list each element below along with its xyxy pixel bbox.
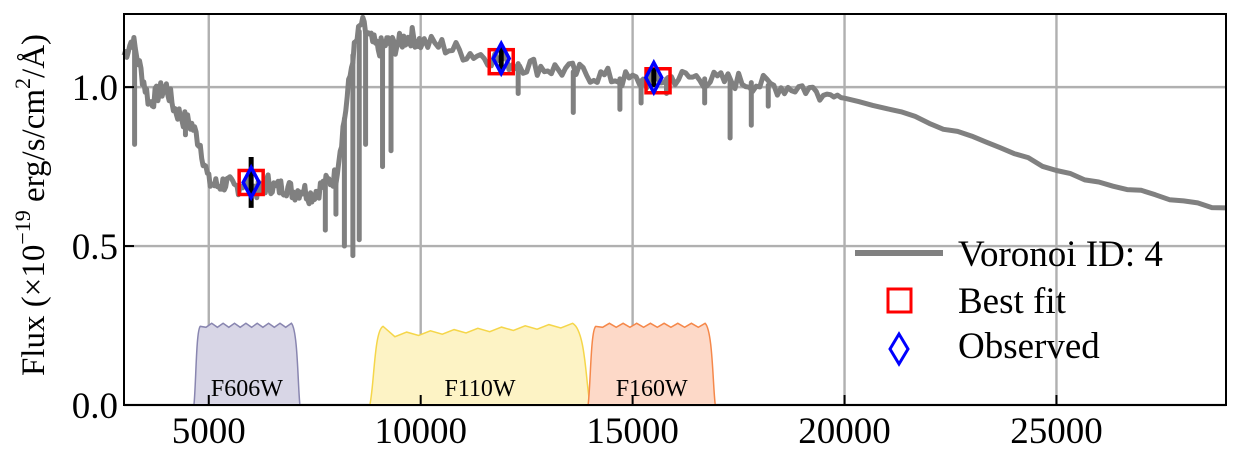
x-tick-label: 10000 bbox=[374, 411, 467, 450]
observed-marker bbox=[643, 58, 664, 97]
legend-diamond-swatch bbox=[888, 331, 910, 367]
y-tick-label: 0.0 bbox=[72, 386, 118, 427]
observed-marker bbox=[491, 39, 512, 78]
filter-curves: F606W F110W F160W bbox=[193, 322, 717, 406]
filter-curve-f110w bbox=[368, 322, 592, 406]
y-tick-label: 1.0 bbox=[72, 68, 118, 109]
legend-label-best-fit: Best fit bbox=[958, 281, 1067, 322]
x-tick-label: 15000 bbox=[586, 411, 679, 450]
y-tick-label: 0.5 bbox=[72, 227, 118, 268]
filter-curve-f160w bbox=[587, 322, 717, 406]
legend-label-observed: Observed bbox=[958, 326, 1100, 367]
legend-label-spectrum: Voronoi ID: 4 bbox=[958, 234, 1163, 275]
photometry-markers bbox=[237, 39, 672, 208]
y-axis-label: Flux (×10−19 erg/s/cm2/Å) bbox=[10, 34, 52, 376]
axis-ticks: 5000 10000 15000 20000 25000 0.0 0.5 1.0 bbox=[72, 68, 1103, 450]
filter-curve-f606w bbox=[193, 322, 301, 406]
x-tick-label: 20000 bbox=[798, 411, 891, 450]
spectrum-line bbox=[121, 14, 1227, 211]
legend-square-swatch bbox=[886, 287, 913, 314]
observed-marker bbox=[241, 163, 262, 202]
x-tick-label: 25000 bbox=[1010, 411, 1103, 450]
filter-label-f110w: F110W bbox=[444, 376, 515, 402]
spectrum-series bbox=[121, 14, 1227, 259]
legend: Voronoi ID: 4 Best fit Observed bbox=[855, 234, 1163, 367]
filter-label-f160w: F160W bbox=[616, 376, 688, 402]
filter-label-f606w: F606W bbox=[211, 376, 283, 402]
x-tick-label: 5000 bbox=[172, 411, 246, 450]
plot-frame bbox=[123, 13, 1227, 406]
